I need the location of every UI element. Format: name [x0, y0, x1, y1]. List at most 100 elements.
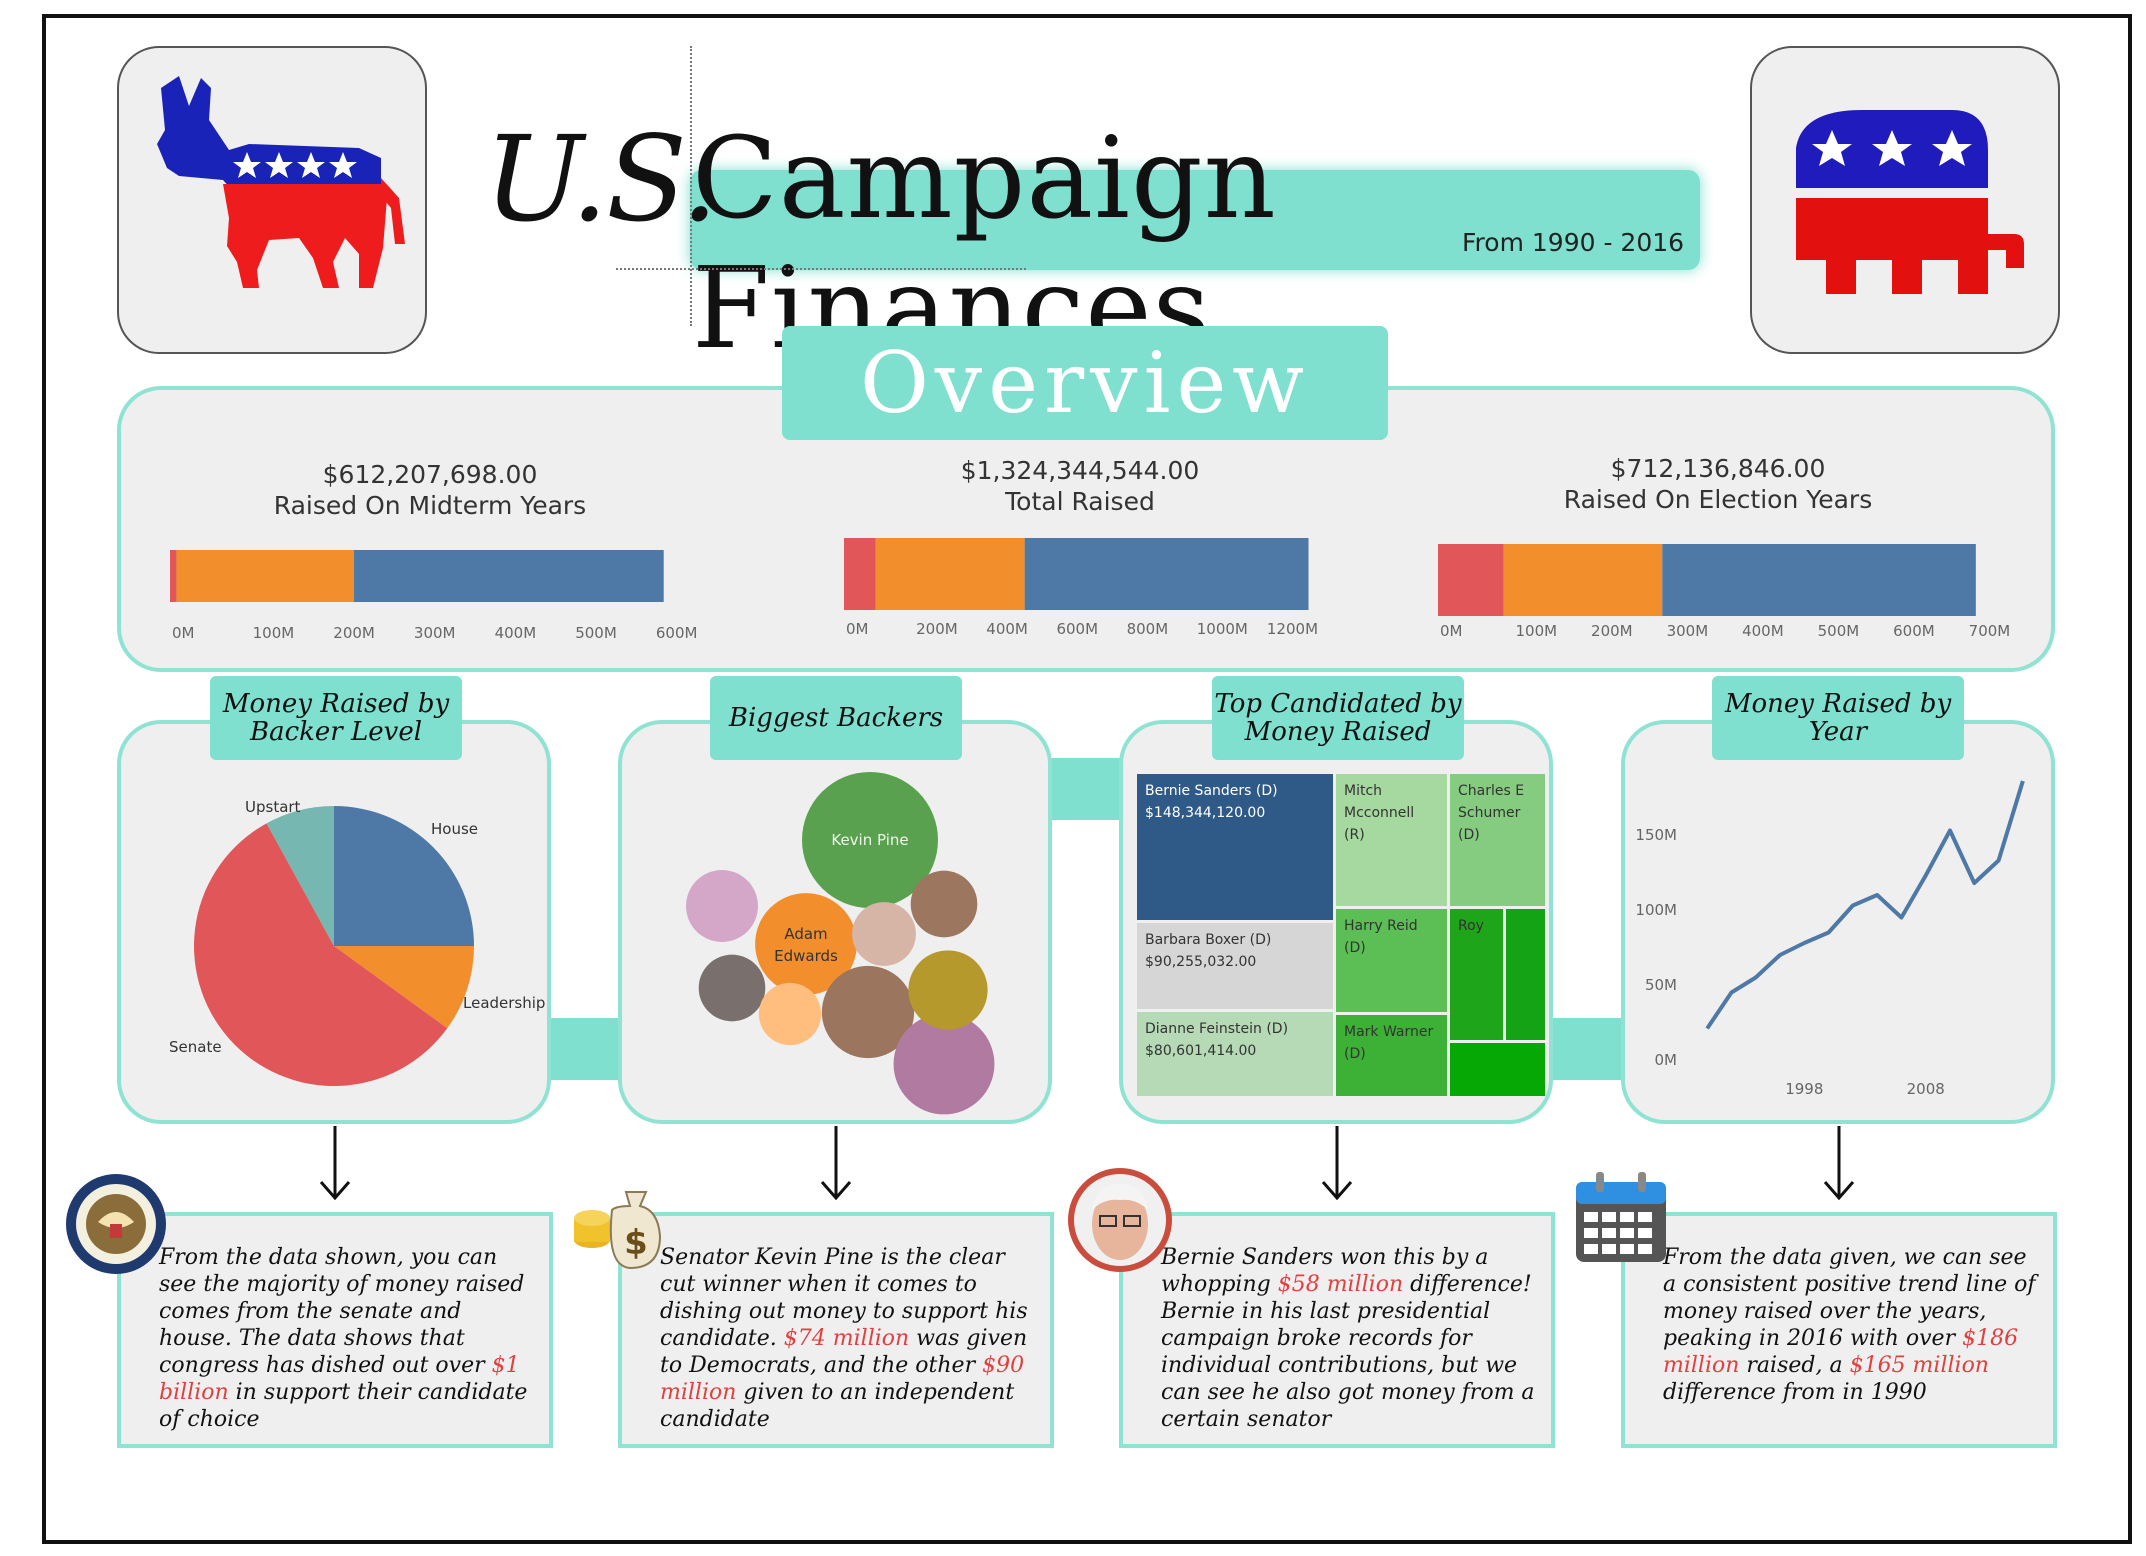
- note-text: in support their candidate of choice: [159, 1380, 528, 1432]
- treemap-cell-label: Barbara Boxer (D): [1145, 932, 1272, 948]
- note-highlight: $58 million: [1277, 1272, 1404, 1297]
- bar-segment: [170, 550, 177, 602]
- backer-bubble: [758, 982, 822, 1046]
- x-tick-label: 1998: [1785, 1080, 1823, 1098]
- axis-tick-label: 400M: [986, 620, 1028, 638]
- pie-slice: [194, 823, 448, 1086]
- congress-seal-icon: [66, 1174, 166, 1274]
- treemap-cell-label: Dianne Feinstein (D): [1145, 1021, 1289, 1037]
- candidates-tab: Top Candidated by Money Raised: [1212, 676, 1464, 760]
- bar-segment: [875, 538, 1025, 610]
- election-stacked-bar: 0M 100M 200M 300M 400M 500M 600M 700M: [1438, 544, 2010, 640]
- note-highlight: $1 billion: [159, 1353, 520, 1405]
- bar-segment: [1438, 544, 1504, 616]
- note-highlight: $90 million: [660, 1353, 1025, 1405]
- money-bag-icon: $: [574, 1191, 662, 1270]
- axis-tick-label: 0M: [172, 624, 195, 642]
- donkey-icon: [157, 76, 405, 288]
- axis-tick-label: 800M: [1127, 620, 1169, 638]
- axis-tick-label: 600M: [656, 624, 698, 642]
- title-block: U.S. Campaign Finances From 1990 - 2016: [470, 110, 1720, 374]
- axis-tick-label: 1200M: [1267, 620, 1318, 638]
- elephant-icon: [1796, 110, 2024, 294]
- backer-bubble: [908, 950, 988, 1030]
- backer-bubble: [802, 772, 938, 908]
- title-subtitle: From 1990 - 2016: [1462, 228, 1685, 257]
- candidates-title-1: Top Candidated by: [1214, 689, 1462, 719]
- treemap-cell-label: Roy: [1458, 918, 1484, 934]
- note-text: Bernie Sanders won this by a whopping: [1161, 1245, 1489, 1297]
- arrow-down-icon: [1823, 1126, 1855, 1201]
- backer-bubble: [755, 893, 857, 995]
- connector-1: [548, 1018, 624, 1080]
- axis-tick-label: 200M: [333, 624, 375, 642]
- axis-tick-label: 100M: [253, 624, 295, 642]
- backers-bubble-chart: Kevin Pine Adam Edwards: [686, 772, 995, 1115]
- treemap-cell-label: Charles E Schumer (D): [1458, 783, 1525, 843]
- kpi-midterm-value: $612,207,698.00: [322, 460, 538, 489]
- pie-slice: [334, 946, 474, 1029]
- guide-line-horizontal: [616, 268, 1026, 270]
- midterm-stacked-bar: 0M 100M 200M 300M 400M 500M 600M: [170, 550, 697, 642]
- bar-segment: [1662, 544, 1976, 616]
- total-stacked-bar: 0M 200M 400M 600M 800M 1000M 1200M: [844, 538, 1318, 638]
- pie-slice: [334, 806, 474, 946]
- axis-tick-label: 700M: [1969, 622, 2011, 640]
- kpi-election-value: $712,136,846.00: [1610, 454, 1826, 483]
- kpi-total-label: Total Raised: [1005, 487, 1155, 516]
- treemap-cell: Charles E Schumer (D): [1450, 774, 1545, 906]
- note-text: From the data given, we can see a consis…: [1663, 1245, 2036, 1351]
- backer-bubble: [893, 1013, 995, 1115]
- backers-tab: Biggest Backers: [710, 676, 962, 760]
- democratic-logo-box: [117, 46, 427, 354]
- by-year-tab: Money Raised by Year: [1712, 676, 1964, 760]
- treemap-cell: [1506, 909, 1545, 1040]
- backer-level-pie-chart: House Leadership Senate Upstart: [169, 798, 545, 1086]
- pie-slice-label: Senate: [169, 1038, 222, 1056]
- pie-slice-label: House: [431, 820, 478, 838]
- candidates-note: Bernie Sanders won this by a whopping $5…: [1119, 1212, 1555, 1448]
- overview-tab: Overview: [782, 326, 1388, 440]
- bar-segment: [844, 538, 876, 610]
- by-year-note: From the data given, we can see a consis…: [1621, 1212, 2057, 1448]
- axis-tick-label: 200M: [916, 620, 958, 638]
- axis-tick-label: 200M: [1591, 622, 1633, 640]
- line-series: [1705, 780, 2025, 1030]
- svg-text:$: $: [624, 1223, 648, 1263]
- by-year-title-2: Year: [1808, 717, 1868, 747]
- backer-bubble: [910, 870, 978, 938]
- pie-slice-label: Leadership: [463, 994, 545, 1012]
- by-year-line-chart: 0M 50M 100M 150M 1998 2008: [1635, 780, 2025, 1098]
- backer-level-note: From the data shown, you can see the maj…: [117, 1212, 553, 1448]
- kpi-election-label: Raised On Election Years: [1563, 485, 1873, 514]
- pie-slice-label: Upstart: [245, 798, 301, 816]
- bar-segment: [353, 550, 664, 602]
- bar-segment: [1024, 538, 1309, 610]
- treemap-cell-value: $80,601,414.00: [1145, 1043, 1257, 1059]
- axis-tick-label: 0M: [1440, 622, 1463, 640]
- axis-tick-label: 400M: [495, 624, 537, 642]
- kpi-election: $712,136,846.00 Raised On Election Years: [1478, 454, 1958, 514]
- y-tick-label: 100M: [1635, 901, 1677, 919]
- note-text: raised, a: [1739, 1353, 1850, 1378]
- title-us: U.S.: [484, 110, 718, 248]
- treemap-cell-label: Mark Warner (D): [1344, 1024, 1434, 1062]
- backer-bubble: [698, 954, 766, 1022]
- overview-label: Overview: [859, 334, 1311, 432]
- arrow-down-icon: [319, 1126, 351, 1201]
- treemap-cell: [1450, 1043, 1545, 1096]
- bernie-photo-icon: [1068, 1168, 1172, 1272]
- bubble-label: Adam: [784, 925, 827, 943]
- y-tick-label: 50M: [1645, 976, 1677, 994]
- republican-logo-box: [1750, 46, 2060, 354]
- calendar-icon: [1576, 1172, 1666, 1262]
- treemap-cell: Bernie Sanders (D) $148,344,120.00: [1137, 774, 1333, 920]
- bar-segment: [176, 550, 354, 602]
- axis-tick-label: 500M: [575, 624, 617, 642]
- kpi-midterm-label: Raised On Midterm Years: [273, 491, 587, 520]
- connector-3: [1552, 1018, 1628, 1080]
- backer-level-panel: House Leadership Senate Upstart: [117, 720, 551, 1124]
- note-highlight: $74 million: [783, 1326, 910, 1351]
- title-highlight-band: [690, 170, 1700, 270]
- kpi-total: $1,324,344,544.00 Total Raised: [840, 456, 1320, 516]
